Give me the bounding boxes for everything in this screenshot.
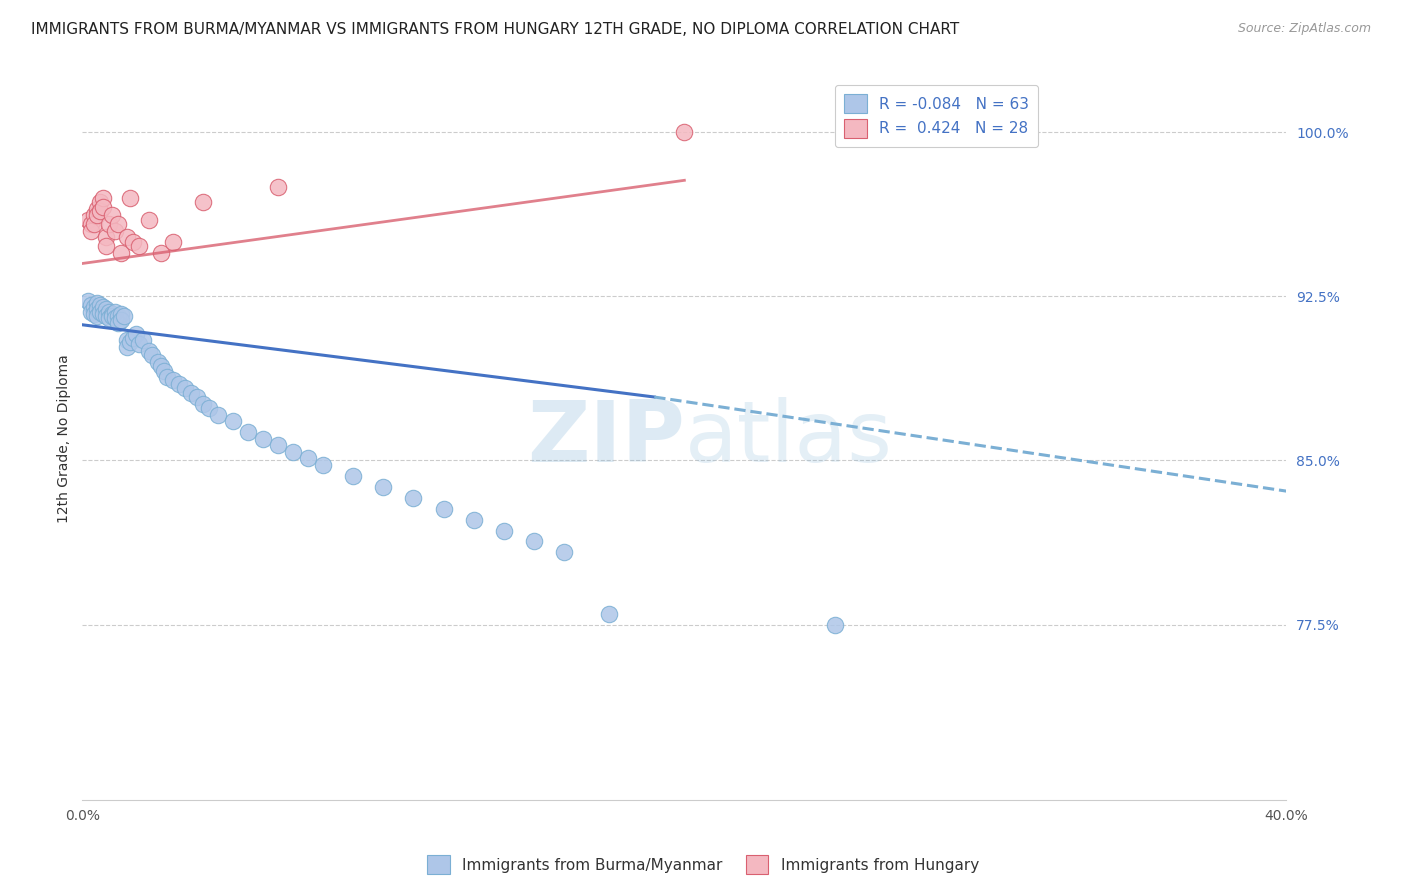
Point xyxy=(186,390,208,404)
Point xyxy=(122,331,145,345)
Point xyxy=(110,313,132,327)
Point xyxy=(89,204,111,219)
Point xyxy=(86,202,108,216)
Point xyxy=(824,617,846,632)
Point xyxy=(197,401,219,415)
Point xyxy=(128,239,150,253)
Point xyxy=(77,293,100,308)
Point xyxy=(402,491,425,505)
Point xyxy=(80,304,103,318)
Point xyxy=(117,333,139,347)
Point xyxy=(107,316,129,330)
Point xyxy=(83,307,105,321)
Point xyxy=(86,309,108,323)
Point xyxy=(297,451,319,466)
Point xyxy=(553,545,575,559)
Text: atlas: atlas xyxy=(685,397,893,480)
Point xyxy=(96,230,118,244)
Point xyxy=(173,381,195,395)
Point xyxy=(89,298,111,312)
Point xyxy=(86,296,108,310)
Point xyxy=(93,307,115,321)
Point xyxy=(191,396,214,410)
Text: ZIP: ZIP xyxy=(527,397,685,480)
Point xyxy=(149,359,172,374)
Point xyxy=(96,302,118,317)
Point xyxy=(146,355,169,369)
Point xyxy=(222,414,245,428)
Point xyxy=(89,304,111,318)
Point xyxy=(252,432,274,446)
Point xyxy=(131,333,153,347)
Point xyxy=(96,309,118,323)
Point xyxy=(125,326,148,341)
Point xyxy=(83,300,105,314)
Point xyxy=(83,217,105,231)
Point xyxy=(122,235,145,249)
Point xyxy=(98,304,121,318)
Point xyxy=(104,224,127,238)
Point xyxy=(236,425,259,439)
Point xyxy=(93,300,115,314)
Point xyxy=(342,468,364,483)
Point xyxy=(162,235,184,249)
Point xyxy=(98,217,121,231)
Point xyxy=(104,304,127,318)
Point xyxy=(117,340,139,354)
Y-axis label: 12th Grade, No Diploma: 12th Grade, No Diploma xyxy=(58,354,72,523)
Point xyxy=(110,307,132,321)
Point xyxy=(598,607,620,621)
Point xyxy=(101,309,124,323)
Point xyxy=(101,208,124,222)
Point xyxy=(432,501,454,516)
Point xyxy=(162,372,184,386)
Point xyxy=(107,217,129,231)
Point xyxy=(120,191,142,205)
Point xyxy=(138,344,160,359)
Point xyxy=(155,370,177,384)
Point xyxy=(80,298,103,312)
Point xyxy=(138,212,160,227)
Point xyxy=(152,364,174,378)
Point xyxy=(101,307,124,321)
Point xyxy=(110,245,132,260)
Point xyxy=(86,208,108,222)
Point xyxy=(89,195,111,210)
Point xyxy=(107,309,129,323)
Point xyxy=(117,230,139,244)
Point xyxy=(120,335,142,350)
Point xyxy=(93,191,115,205)
Point xyxy=(180,385,202,400)
Legend: Immigrants from Burma/Myanmar, Immigrants from Hungary: Immigrants from Burma/Myanmar, Immigrant… xyxy=(420,849,986,880)
Point xyxy=(128,337,150,351)
Point xyxy=(673,125,696,139)
Point xyxy=(267,180,290,194)
Point xyxy=(80,217,103,231)
Point xyxy=(86,302,108,317)
Legend: R = -0.084   N = 63, R =  0.424   N = 28: R = -0.084 N = 63, R = 0.424 N = 28 xyxy=(835,85,1038,147)
Point xyxy=(207,408,229,422)
Point xyxy=(77,212,100,227)
Text: Source: ZipAtlas.com: Source: ZipAtlas.com xyxy=(1237,22,1371,36)
Text: IMMIGRANTS FROM BURMA/MYANMAR VS IMMIGRANTS FROM HUNGARY 12TH GRADE, NO DIPLOMA : IMMIGRANTS FROM BURMA/MYANMAR VS IMMIGRA… xyxy=(31,22,959,37)
Point xyxy=(191,195,214,210)
Point xyxy=(114,309,136,323)
Point xyxy=(281,444,304,458)
Point xyxy=(312,458,335,472)
Point xyxy=(104,311,127,326)
Point xyxy=(83,208,105,222)
Point xyxy=(80,224,103,238)
Point xyxy=(93,200,115,214)
Point xyxy=(492,524,515,538)
Point xyxy=(98,311,121,326)
Point xyxy=(149,245,172,260)
Point xyxy=(523,534,546,549)
Point xyxy=(463,512,485,526)
Point xyxy=(141,348,163,362)
Point xyxy=(373,480,395,494)
Point xyxy=(167,376,190,391)
Point xyxy=(267,438,290,452)
Point xyxy=(96,239,118,253)
